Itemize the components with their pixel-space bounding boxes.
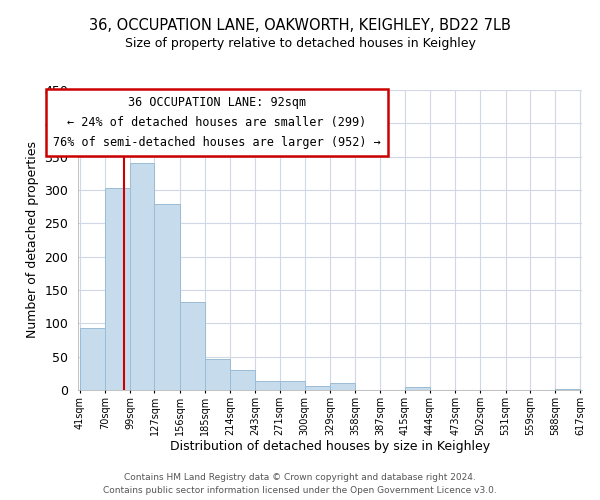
Bar	[405, 386, 430, 390]
Bar	[80, 328, 105, 390]
Text: Size of property relative to detached houses in Keighley: Size of property relative to detached ho…	[125, 38, 475, 51]
Bar	[305, 386, 330, 390]
Text: 36, OCCUPATION LANE, OAKWORTH, KEIGHLEY, BD22 7LB: 36, OCCUPATION LANE, OAKWORTH, KEIGHLEY,…	[89, 18, 511, 32]
Bar	[230, 370, 255, 390]
Bar	[280, 380, 305, 390]
Y-axis label: Number of detached properties: Number of detached properties	[26, 142, 39, 338]
Bar	[154, 204, 179, 390]
Bar	[255, 382, 280, 390]
Bar	[105, 188, 130, 390]
Bar	[179, 302, 205, 390]
Text: Contains public sector information licensed under the Open Government Licence v3: Contains public sector information licen…	[103, 486, 497, 495]
Bar	[130, 164, 154, 390]
Bar	[205, 358, 230, 390]
Text: Contains HM Land Registry data © Crown copyright and database right 2024.: Contains HM Land Registry data © Crown c…	[124, 472, 476, 482]
X-axis label: Distribution of detached houses by size in Keighley: Distribution of detached houses by size …	[170, 440, 490, 454]
Bar	[555, 388, 580, 390]
Text: 36 OCCUPATION LANE: 92sqm
← 24% of detached houses are smaller (299)
76% of semi: 36 OCCUPATION LANE: 92sqm ← 24% of detac…	[53, 96, 380, 149]
Bar	[330, 384, 355, 390]
